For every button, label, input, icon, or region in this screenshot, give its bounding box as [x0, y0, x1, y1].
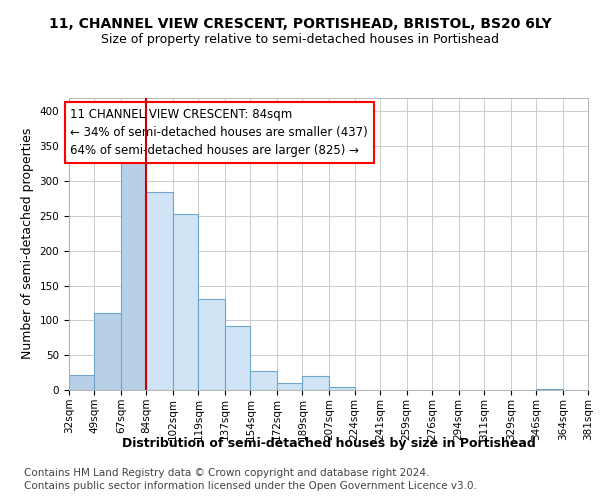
Bar — [173, 214, 199, 390]
Bar — [302, 376, 329, 390]
Text: Contains public sector information licensed under the Open Government Licence v3: Contains public sector information licen… — [24, 481, 477, 491]
Bar — [121, 160, 146, 390]
Y-axis label: Number of semi-detached properties: Number of semi-detached properties — [21, 128, 34, 360]
Bar — [199, 300, 225, 390]
Bar — [277, 383, 302, 390]
Text: Size of property relative to semi-detached houses in Portishead: Size of property relative to semi-detach… — [101, 32, 499, 46]
Text: Contains HM Land Registry data © Crown copyright and database right 2024.: Contains HM Land Registry data © Crown c… — [24, 468, 430, 477]
Text: 11 CHANNEL VIEW CRESCENT: 84sqm
← 34% of semi-detached houses are smaller (437)
: 11 CHANNEL VIEW CRESCENT: 84sqm ← 34% of… — [70, 108, 368, 157]
Bar — [94, 314, 121, 390]
Text: Distribution of semi-detached houses by size in Portishead: Distribution of semi-detached houses by … — [122, 438, 536, 450]
Text: 11, CHANNEL VIEW CRESCENT, PORTISHEAD, BRISTOL, BS20 6LY: 11, CHANNEL VIEW CRESCENT, PORTISHEAD, B… — [49, 18, 551, 32]
Bar — [329, 386, 355, 390]
Bar — [250, 371, 277, 390]
Bar — [225, 326, 250, 390]
Bar — [69, 374, 94, 390]
Bar — [146, 192, 173, 390]
